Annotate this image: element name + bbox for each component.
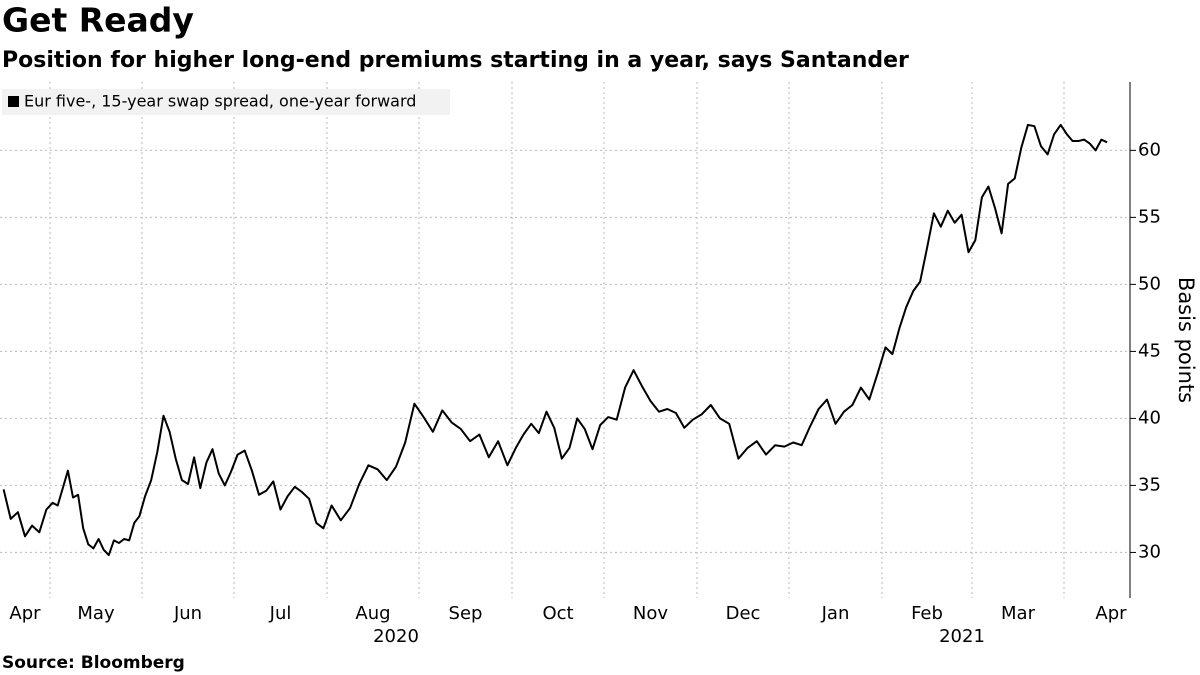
legend-label: Eur five-, 15-year swap spread, one-year… <box>24 92 416 111</box>
x-tick-label: Feb <box>911 603 943 624</box>
x-tick-label: Jun <box>173 603 202 624</box>
y-tick-label: 40 <box>1138 407 1161 428</box>
chart-title: Get Ready <box>2 1 194 40</box>
x-tick-label: Jul <box>269 603 292 624</box>
y-tick-label: 55 <box>1138 206 1161 227</box>
y-tick-label: 45 <box>1138 340 1161 361</box>
y-tick-label: 30 <box>1138 541 1161 562</box>
legend-background <box>2 89 450 115</box>
x-tick-label: Apr <box>9 603 41 624</box>
legend-swatch <box>8 96 19 107</box>
x-tick-label: May <box>77 603 115 624</box>
x-tick-label: Mar <box>1001 603 1036 624</box>
x-tick-label: Sep <box>449 603 483 624</box>
series-line <box>2 123 1108 557</box>
chart-subtitle: Position for higher long-end premiums st… <box>2 48 909 73</box>
y-axis-label: Basis points <box>1174 277 1198 403</box>
y-tick-label: 35 <box>1138 474 1161 495</box>
x-year-label: 2020 <box>373 626 419 647</box>
x-tick-label: Apr <box>1095 603 1127 624</box>
y-tick-label: 50 <box>1138 273 1161 294</box>
y-tick-label: 60 <box>1138 139 1161 160</box>
x-year-label: 2021 <box>939 626 985 647</box>
x-tick-label: Nov <box>633 603 668 624</box>
x-tick-label: Dec <box>726 603 761 624</box>
x-tick-label: Jan <box>821 603 850 624</box>
x-tick-label: Oct <box>542 603 573 624</box>
source: Source: Bloomberg <box>2 653 185 673</box>
x-tick-label: Aug <box>355 603 390 624</box>
